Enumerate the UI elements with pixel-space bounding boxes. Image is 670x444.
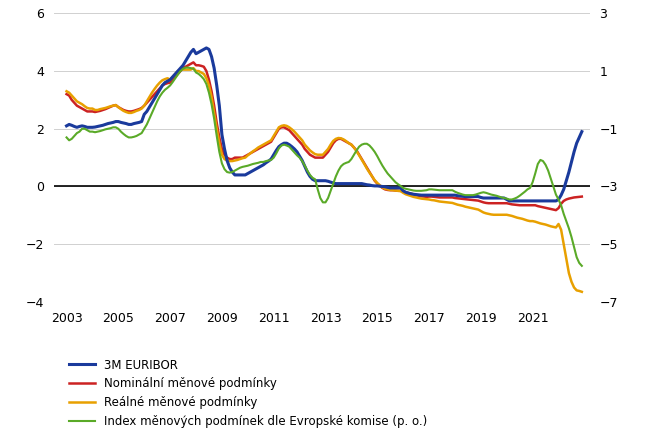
Legend: 3M EURIBOR, Nominální měnové podmínky, Reálné měnové podmínky, Index měnových po: 3M EURIBOR, Nominální měnové podmínky, R…	[64, 354, 432, 433]
